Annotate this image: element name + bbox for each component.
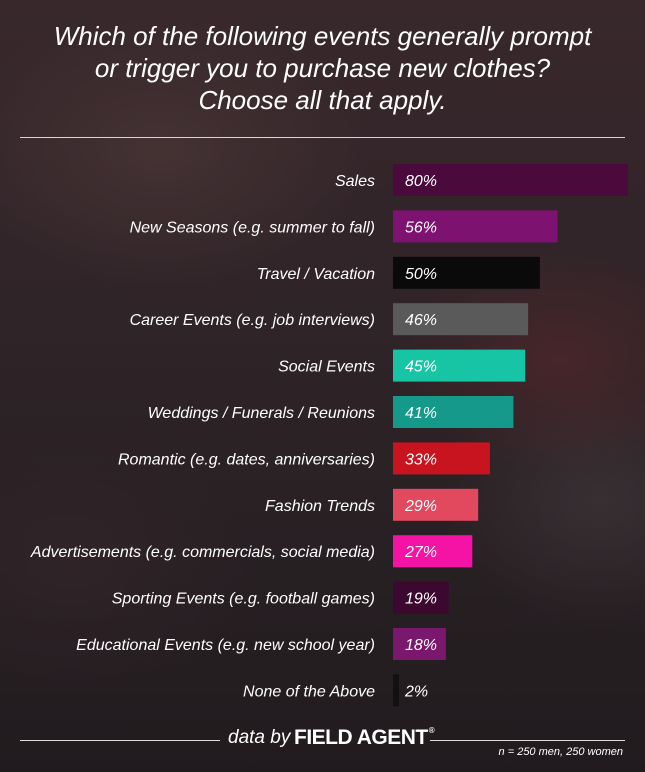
bar-travel-vacation: [393, 256, 540, 289]
category-label-sporting-events-e-g-football-games: Sporting Events (e.g. football games): [112, 591, 375, 608]
category-label-romantic-e-g-dates-anniversaries: Romantic (e.g. dates, anniversaries): [118, 451, 375, 468]
value-label-none-of-the-above: 2%: [404, 683, 428, 700]
bar-advertisements-e-g-commercials-social-media: [393, 535, 473, 568]
bar-career-events-e-g-job-interviews: [393, 303, 529, 336]
bar-weddings-funerals-reunions: [393, 396, 514, 428]
value-label-educational-events-e-g-new-school-year: 18%: [405, 637, 437, 654]
value-label-romantic-e-g-dates-anniversaries: 33%: [405, 451, 437, 468]
category-label-career-events-e-g-job-interviews: Career Events (e.g. job interviews): [130, 312, 375, 329]
title-line-3: Choose all that apply.: [198, 85, 447, 115]
category-label-weddings-funerals-reunions: Weddings / Funerals / Reunions: [148, 405, 375, 422]
category-label-social-events: Social Events: [278, 359, 375, 376]
bar-chart: Sales 80% New Seasons (e.g. summer to fall…: [30, 164, 628, 707]
value-label-fashion-trends: 29%: [404, 498, 437, 515]
value-label-sales: 80%: [405, 173, 437, 190]
bar-social-events: [393, 349, 526, 382]
title-line-2: or trigger you to purchase new clothes?: [94, 53, 551, 83]
field-agent-logo: FIELD AGENT®: [294, 726, 435, 750]
value-label-new-seasons-e-g-summer-to-fall: 56%: [405, 219, 437, 236]
category-label-advertisements-e-g-commercials-social-media: Advertisements (e.g. commercials, social…: [30, 544, 375, 561]
data-credit: data by: [228, 727, 291, 748]
title-line-1: Which of the following events generally …: [53, 21, 592, 51]
bar-sporting-events-e-g-football-games: [393, 581, 449, 614]
bar-sales: [393, 164, 628, 196]
bar-educational-events-e-g-new-school-year: [393, 628, 446, 660]
category-label-new-seasons-e-g-summer-to-fall: New Seasons (e.g. summer to fall): [130, 219, 375, 236]
value-label-advertisements-e-g-commercials-social-media: 27%: [404, 544, 437, 561]
category-label-fashion-trends: Fashion Trends: [265, 498, 375, 515]
brand-name: FIELD AGENT: [294, 726, 428, 749]
footer-divider-right: [430, 740, 625, 741]
value-label-weddings-funerals-reunions: 41%: [405, 405, 437, 422]
chart-title: Which of the following events generally …: [18, 20, 627, 116]
registered-mark: ®: [428, 726, 435, 735]
bar-romantic-e-g-dates-anniversaries: [393, 442, 490, 475]
footer-divider-left: [20, 740, 220, 741]
bar-new-seasons-e-g-summer-to-fall: [393, 210, 558, 243]
category-label-sales: Sales: [335, 173, 375, 190]
bar-fashion-trends: [393, 488, 479, 521]
category-label-none-of-the-above: None of the Above: [243, 683, 375, 700]
bar-none-of-the-above: [393, 674, 399, 707]
category-label-educational-events-e-g-new-school-year: Educational Events (e.g. new school year…: [76, 637, 375, 654]
sample-size-note: n = 250 men, 250 women: [498, 746, 623, 758]
value-label-sporting-events-e-g-football-games: 19%: [405, 591, 437, 608]
value-label-social-events: 45%: [405, 359, 437, 376]
value-label-career-events-e-g-job-interviews: 46%: [405, 312, 437, 329]
value-label-travel-vacation: 50%: [405, 266, 437, 283]
title-divider: [20, 137, 625, 138]
category-label-travel-vacation: Travel / Vacation: [257, 266, 375, 283]
